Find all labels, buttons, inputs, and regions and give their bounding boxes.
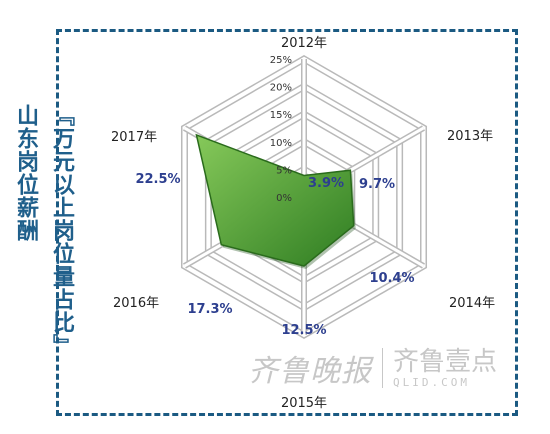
watermark-right: 齐鲁壹点 QLID.COM <box>393 348 497 389</box>
r-tick-label: 0% <box>276 193 292 204</box>
dashed-frame <box>56 29 518 416</box>
axis-label: 2017年 <box>111 130 157 145</box>
value-label: 22.5% <box>135 172 180 187</box>
title-line-2: 山东岗位薪酬 <box>13 104 38 242</box>
value-label: 3.9% <box>308 176 344 191</box>
value-label: 9.7% <box>359 177 395 192</box>
chart-title: 『万元以上岗位量占比』 山东岗位薪酬 <box>8 104 78 357</box>
r-tick-label: 15% <box>270 110 292 121</box>
axis-label: 2016年 <box>113 296 159 311</box>
r-tick-label: 20% <box>270 83 292 94</box>
r-tick-label: 10% <box>270 138 292 149</box>
watermark-site: QLID.COM <box>393 375 470 389</box>
value-label: 12.5% <box>281 323 326 338</box>
value-label: 10.4% <box>369 271 414 286</box>
watermark-app-name: 齐鲁壹点 <box>393 346 498 377</box>
data-area <box>195 133 355 267</box>
watermark-divider <box>382 348 383 388</box>
r-tick-label: 25% <box>270 55 292 66</box>
r-tick-label: 5% <box>276 165 292 176</box>
axis-label: 2012年 <box>281 36 327 51</box>
value-label: 17.3% <box>187 302 232 317</box>
watermark-brand: 齐鲁晚报 <box>248 354 372 389</box>
title-line-1: 『万元以上岗位量占比』 <box>49 104 74 357</box>
watermark: 齐鲁晚报 齐鲁壹点 QLID.COM <box>248 342 538 394</box>
bottom-caption-cutoff <box>170 421 500 434</box>
axis-label: 2015年 <box>281 396 327 411</box>
axis-label: 2013年 <box>447 129 493 144</box>
axis-label: 2014年 <box>449 296 495 311</box>
